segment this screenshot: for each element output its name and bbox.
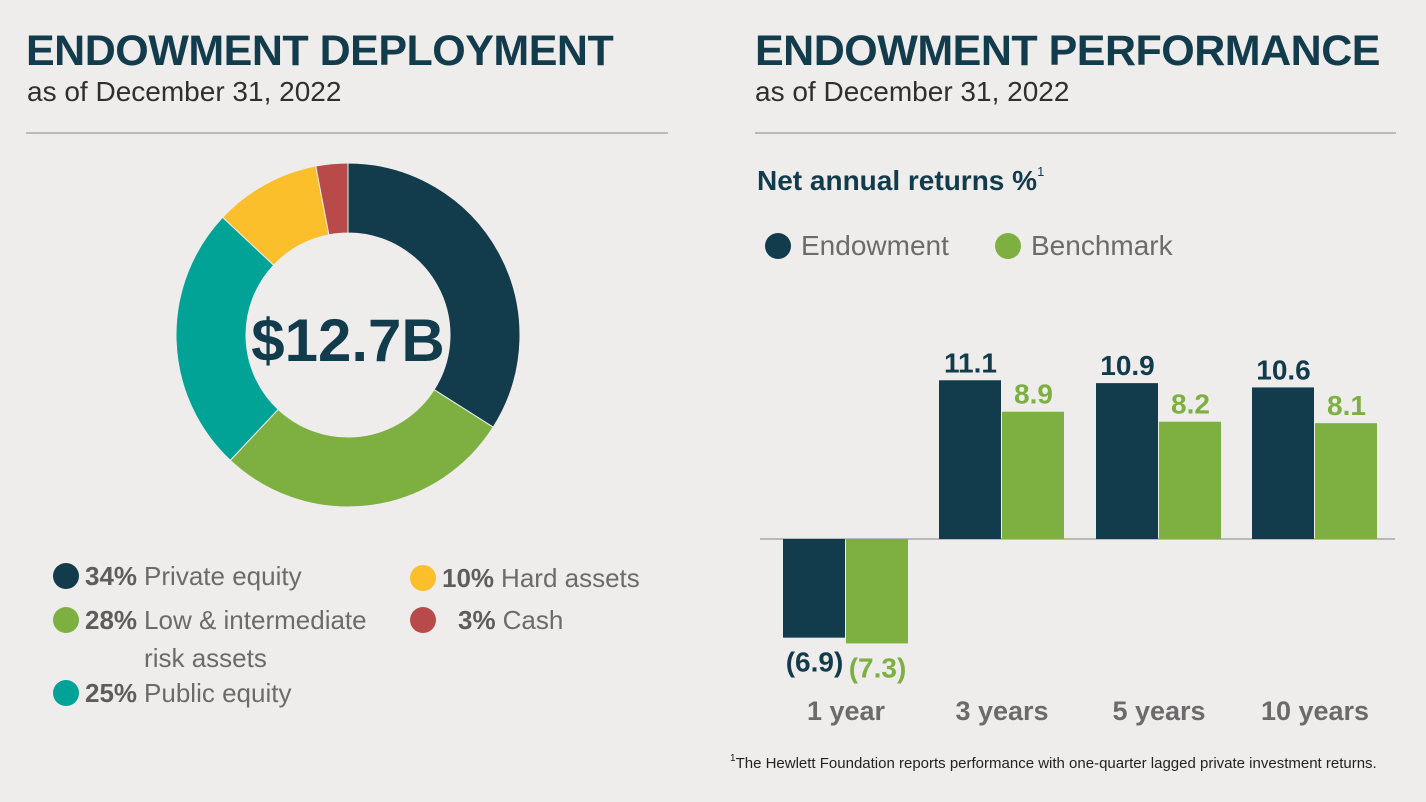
- footnote: 1The Hewlett Foundation reports performa…: [730, 753, 1377, 772]
- category-label-3-years: 3 years: [955, 696, 1048, 726]
- alloc-pct: 10%: [442, 563, 495, 593]
- alloc-pct: 3%: [458, 605, 496, 635]
- bar-endowment-10-years: [1252, 387, 1314, 539]
- legend-dot: [53, 680, 79, 706]
- legend-label-endowment: Endowment: [801, 230, 949, 261]
- performance-divider: [755, 132, 1396, 134]
- legend-dot: [410, 607, 436, 633]
- donut-slice-cash: [315, 162, 349, 236]
- performance-subtitle: as of December 31, 2022: [755, 76, 1070, 107]
- deployment-subtitle: as of December 31, 2022: [27, 76, 342, 107]
- data-label-benchmark-1-year: (7.3): [849, 652, 907, 683]
- alloc-legend-private-equity: 34% Private equity: [53, 561, 302, 595]
- data-label-benchmark-10-years: 8.1: [1327, 390, 1366, 421]
- returns-bar-chart: (6.9) (7.3) 1 year 11.1 8.9 3 years 10.9 8.2 5 y…: [760, 347, 1395, 726]
- bar-endowment-3-years: [939, 380, 1001, 539]
- performance-title: ENDOWMENT PERFORMANCE: [755, 27, 1380, 75]
- alloc-legend-hard-assets: 10% Hard assets: [410, 563, 640, 597]
- bar-benchmark-10-years: [1315, 423, 1377, 539]
- alloc-label: Public equity: [144, 678, 292, 708]
- bar-benchmark-3-years: [1002, 411, 1064, 539]
- data-label-benchmark-5-years: 8.2: [1171, 389, 1210, 420]
- alloc-label: Private equity: [144, 561, 302, 591]
- data-label-endowment-5-years: 10.9: [1100, 350, 1155, 381]
- alloc-legend-low-intermediate: 28% Low & intermediate risk assets: [53, 605, 367, 677]
- allocation-donut-chart: $12.7B: [175, 162, 521, 508]
- legend-dot: [410, 565, 436, 591]
- alloc-legend-public-equity: 25% Public equity: [53, 678, 291, 712]
- legend-benchmark: Benchmark: [995, 232, 1173, 260]
- legend-dot: [53, 563, 79, 589]
- donut-slice-public-equity: [175, 216, 279, 462]
- alloc-pct: 28%: [85, 605, 138, 635]
- category-label-10-years: 10 years: [1261, 696, 1369, 726]
- bar-benchmark-1-year: [846, 539, 908, 644]
- legend-dot-benchmark: [995, 233, 1021, 259]
- bar-benchmark-5-years: [1159, 421, 1221, 539]
- legend-endowment: Endowment: [765, 232, 949, 260]
- bar-endowment-5-years: [1096, 383, 1158, 539]
- alloc-label-line1: Low & intermediate: [144, 605, 367, 635]
- category-label-1-year: 1 year: [807, 696, 886, 726]
- returns-title-footnote-marker: 1: [1037, 164, 1045, 179]
- legend-dot: [53, 607, 79, 633]
- returns-chart-title: Net annual returns %1: [757, 165, 1044, 195]
- deployment-title: ENDOWMENT DEPLOYMENT: [26, 27, 614, 75]
- alloc-pct: 34%: [85, 561, 138, 591]
- data-label-benchmark-3-years: 8.9: [1014, 379, 1053, 410]
- category-label-5-years: 5 years: [1112, 696, 1205, 726]
- donut-slice-private-equity: [347, 162, 521, 428]
- data-label-endowment-3-years: 11.1: [944, 347, 997, 378]
- data-label-endowment-10-years: 10.6: [1256, 354, 1311, 385]
- legend-label-benchmark: Benchmark: [1031, 230, 1173, 261]
- donut-slice-low-intermediate-risk-assets: [229, 388, 494, 508]
- alloc-legend-cash: 3% Cash: [410, 605, 563, 639]
- alloc-label: Low & intermediate risk assets: [144, 601, 367, 677]
- alloc-label: Hard assets: [501, 563, 640, 593]
- data-label-endowment-1-year: (6.9): [786, 647, 844, 678]
- returns-chart-title-text: Net annual returns %: [757, 165, 1038, 196]
- alloc-pct: 25%: [85, 678, 138, 708]
- alloc-label-line2: risk assets: [144, 643, 267, 673]
- footnote-marker: 1: [730, 753, 736, 764]
- donut-center-total: $12.7B: [251, 307, 444, 374]
- deployment-divider: [26, 132, 668, 134]
- bar-endowment-1-year: [783, 539, 845, 638]
- footnote-text: The Hewlett Foundation reports performan…: [735, 755, 1377, 772]
- legend-dot-endowment: [765, 233, 791, 259]
- alloc-label: Cash: [502, 605, 564, 635]
